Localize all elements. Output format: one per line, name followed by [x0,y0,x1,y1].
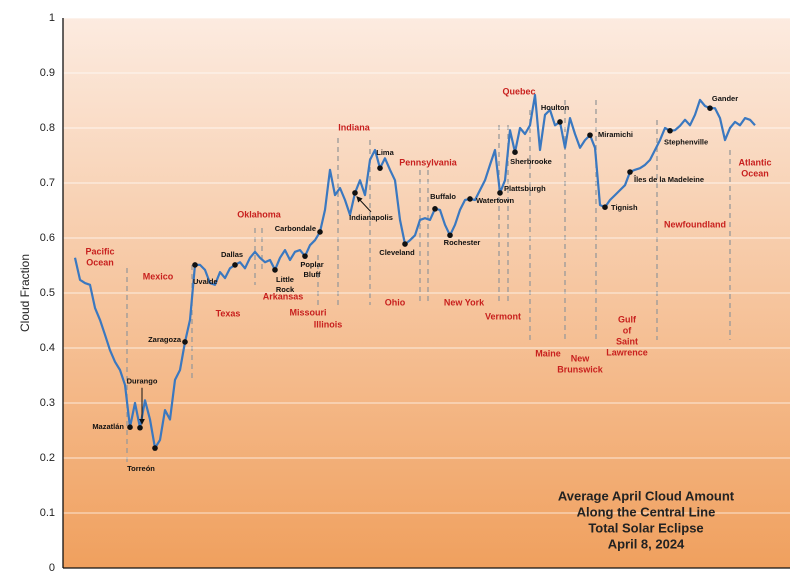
city-label: Îles de la Madeleine [633,175,704,184]
city-point [627,169,633,175]
city-label: Miramichi [598,130,633,139]
chart-title: Total Solar Eclipse [588,520,703,535]
city-point [402,241,408,247]
region-label: Lawrence [606,347,648,357]
data-line [73,93,756,450]
city-point [232,262,238,268]
region-label: Ohio [385,297,406,307]
city-point [447,232,453,239]
city-label: Dallas [221,250,243,259]
city-point [152,445,158,451]
city-point [587,132,593,138]
y-tick-label: 0 [49,562,55,574]
city-label: Rochester [444,238,481,247]
city-label: Sherbrooke [510,157,552,166]
city-point [137,424,143,431]
city-label: Watertown [476,196,514,205]
region-label: Ocean [741,168,769,178]
region-label: Quebec [502,86,535,96]
chart-title: April 8, 2024 [608,536,685,551]
city-label: Stephenville [664,138,708,147]
city-label: Tignish [611,203,638,212]
city-point [127,424,133,431]
y-tick-label: 0.6 [40,232,55,244]
y-tick-label: 0.7 [40,177,55,189]
city-point [512,149,518,155]
city-point [302,253,308,259]
y-tick-label: 0.8 [40,122,55,134]
chart-title: Average April Cloud Amount [558,488,735,503]
y-tick-label: 0.5 [40,287,55,299]
city-label: Buffalo [430,192,456,201]
region-label: Arkansas [263,291,304,301]
y-tick-label: 0.2 [40,452,55,464]
region-label: Illinois [314,319,343,329]
region-label: Saint [616,336,638,346]
region-label: Atlantic [738,157,771,167]
city-label: Zaragoza [148,335,182,344]
y-tick-label: 0.3 [40,397,55,409]
region-label: Brunswick [557,364,604,374]
city-label: Carbondale [275,224,316,233]
city-label: Rock [276,285,295,294]
city-label: Lima [376,148,394,157]
y-tick-label: 0.1 [40,507,55,519]
city-point [182,339,188,345]
city-label: Durango [127,377,158,386]
region-label: Maine [535,348,561,358]
city-label: Houlton [541,103,570,112]
chart-title: Along the Central Line [577,504,716,519]
region-label: Oklahoma [237,209,282,219]
city-point [432,206,438,212]
city-point [667,127,673,134]
city-label: Bluff [303,270,321,279]
region-label: Indiana [338,122,370,132]
city-point [602,204,608,210]
city-label: Indianapolis [349,213,393,222]
city-point [352,190,358,196]
city-label: Torreón [127,464,155,473]
y-tick-label: 1 [49,12,55,24]
region-label: New [571,353,591,363]
y-axis-label: Cloud Fraction [18,254,32,332]
region-label: Missouri [289,307,326,317]
city-point [557,119,563,125]
region-label: Vermont [485,311,521,321]
city-point [377,165,383,171]
y-tick-label: 0.9 [40,67,55,79]
arrow [356,196,372,213]
city-label: Poplar [300,260,323,269]
city-label: Cleveland [379,248,415,257]
region-label: Pacific [85,246,114,256]
city-label: Plattsburgh [504,184,546,193]
city-point [272,267,278,273]
region-label: Mexico [143,271,174,281]
region-label: Pennsylvania [399,157,458,167]
y-tick-label: 0.4 [40,342,55,354]
region-label: Texas [216,308,241,318]
city-point [317,229,323,235]
region-label: Ocean [86,257,114,267]
city-point [467,196,473,202]
city-point [497,190,503,196]
region-label: Gulf [618,314,637,324]
city-label: Mazatlán [92,422,124,431]
region-label: New York [444,297,485,307]
city-label: Uvalde [193,277,218,286]
city-point [707,105,713,111]
region-label: Newfoundland [664,219,726,229]
region-label: of [623,325,632,335]
city-label: Gander [712,94,738,103]
city-point [192,262,198,268]
city-label: Little [276,275,294,284]
